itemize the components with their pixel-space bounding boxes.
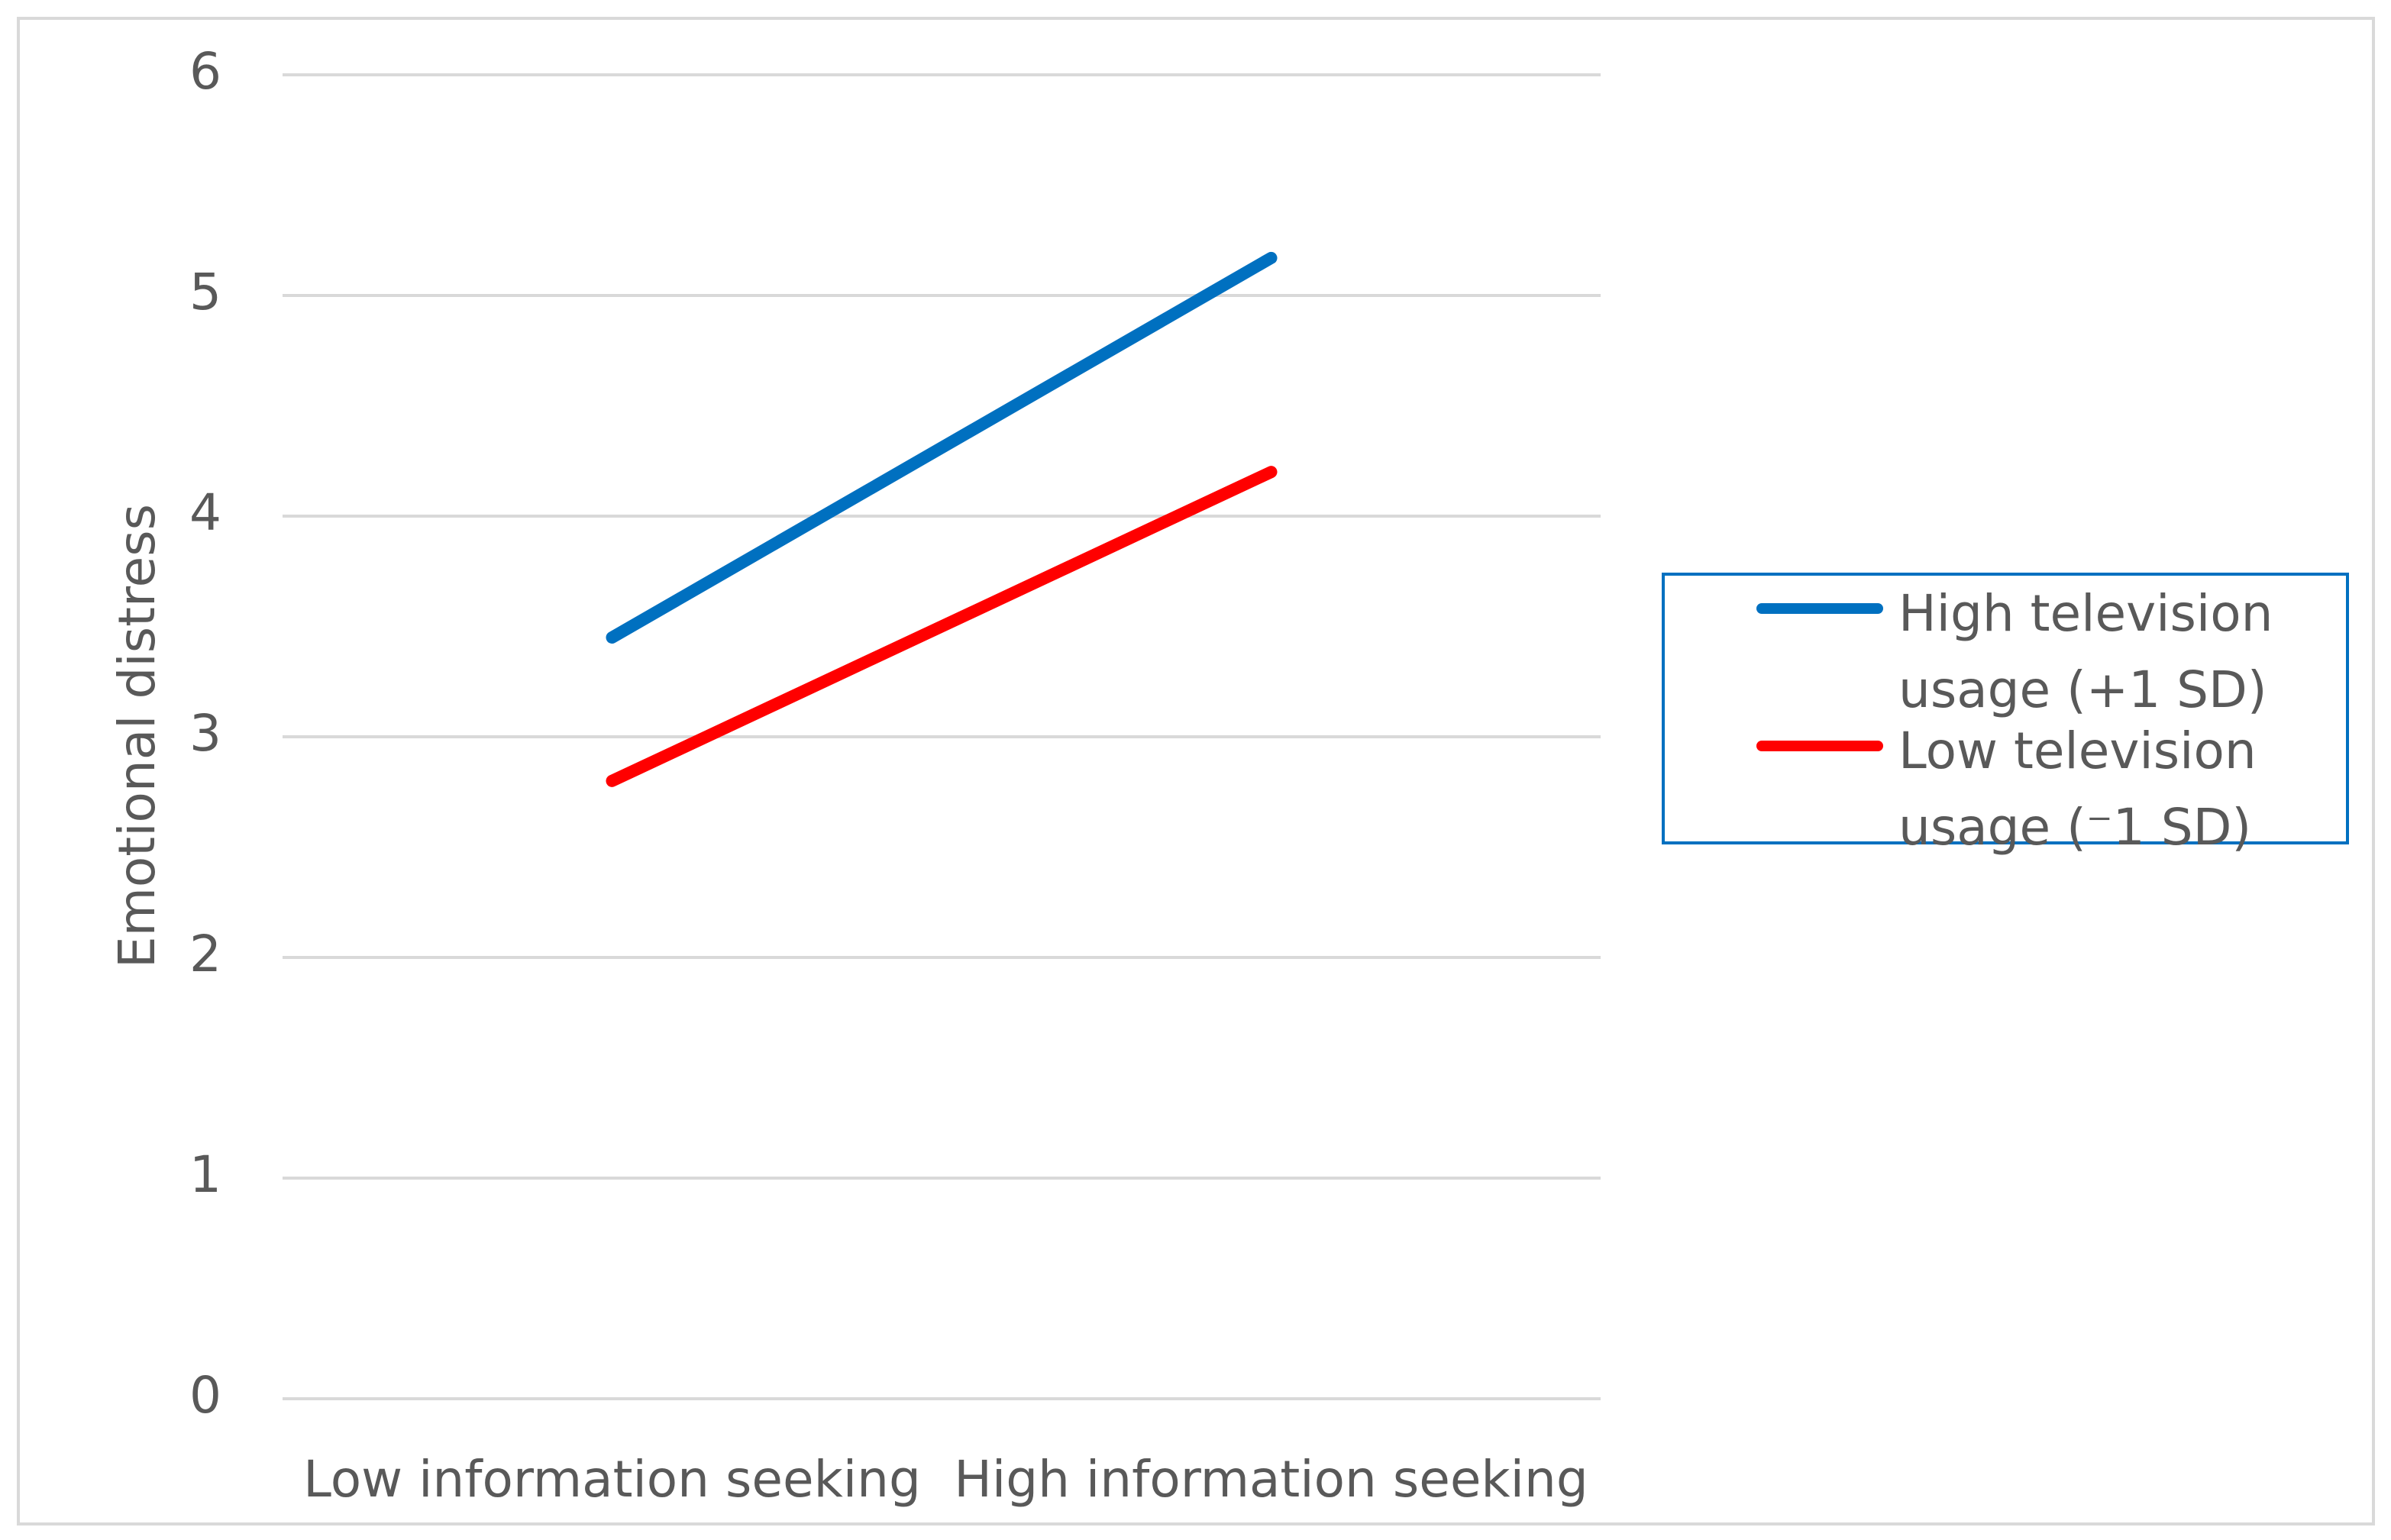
- y-axis-label: Emotional distress: [108, 504, 166, 968]
- legend-label: High television usage (+1 SD): [1898, 584, 2273, 719]
- y-tick-label: 3: [189, 704, 221, 763]
- legend-entry: High television usage (+1 SD): [1665, 576, 2344, 719]
- y-tick-label: 1: [189, 1145, 221, 1204]
- data-line: [606, 251, 1278, 644]
- y-tick-label: 2: [189, 925, 221, 983]
- legend-swatch: [1756, 603, 1883, 614]
- legend-swatch: [1756, 741, 1883, 751]
- y-tick-label: 0: [189, 1366, 221, 1425]
- legend-label: Low television usage (⁻1 SD): [1898, 722, 2257, 857]
- data-line: [606, 466, 1278, 787]
- x-tick-label: Low information seeking: [303, 1450, 921, 1509]
- x-tick-label: High information seeking: [954, 1450, 1588, 1509]
- chart-border: [17, 17, 2375, 1525]
- y-tick-label: 6: [189, 42, 221, 101]
- legend-entry: Low television usage (⁻1 SD): [1665, 713, 2344, 857]
- y-tick-label: 5: [189, 263, 221, 321]
- y-tick-label: 4: [189, 483, 221, 542]
- legend: High television usage (+1 SD) Low televis…: [1662, 573, 2349, 857]
